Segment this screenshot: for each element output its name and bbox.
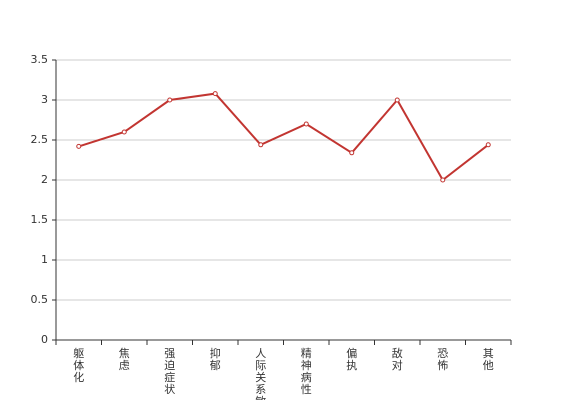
y-tick-label: 1.5 (31, 213, 49, 226)
y-tick-label: 1 (41, 253, 48, 266)
x-tick-label: 敌对 (392, 346, 403, 372)
point (303, 121, 309, 127)
y-tick-label: 3 (41, 93, 48, 106)
y-tick-label: 0 (41, 333, 48, 346)
y-tick-label: 2.5 (31, 133, 49, 146)
point (349, 150, 355, 156)
point (440, 177, 446, 183)
x-tick-label: 人际关系敏感 (255, 347, 266, 400)
point (258, 142, 264, 148)
point (394, 97, 400, 103)
x-tick-label: 恐怖 (437, 347, 448, 372)
x-tick-label: 其他 (483, 347, 494, 372)
line (78, 92, 489, 182)
x-tick-label: 偏执 (346, 346, 357, 372)
x-tick-label: 强迫症状 (164, 347, 175, 396)
point (167, 97, 173, 103)
x-tick-label: 躯体化 (73, 347, 84, 384)
point (212, 91, 218, 97)
y-tick-label: 0.5 (31, 293, 49, 306)
y-tick-label: 2 (41, 173, 48, 186)
point (121, 129, 127, 135)
point (485, 142, 491, 148)
y-tick-label: 3.5 (31, 53, 49, 66)
point (76, 143, 82, 149)
x-tick-label: 精神病性 (301, 347, 312, 396)
x-tick-label: 抑郁 (210, 346, 221, 372)
x-tick-label: 焦虑 (119, 347, 130, 372)
